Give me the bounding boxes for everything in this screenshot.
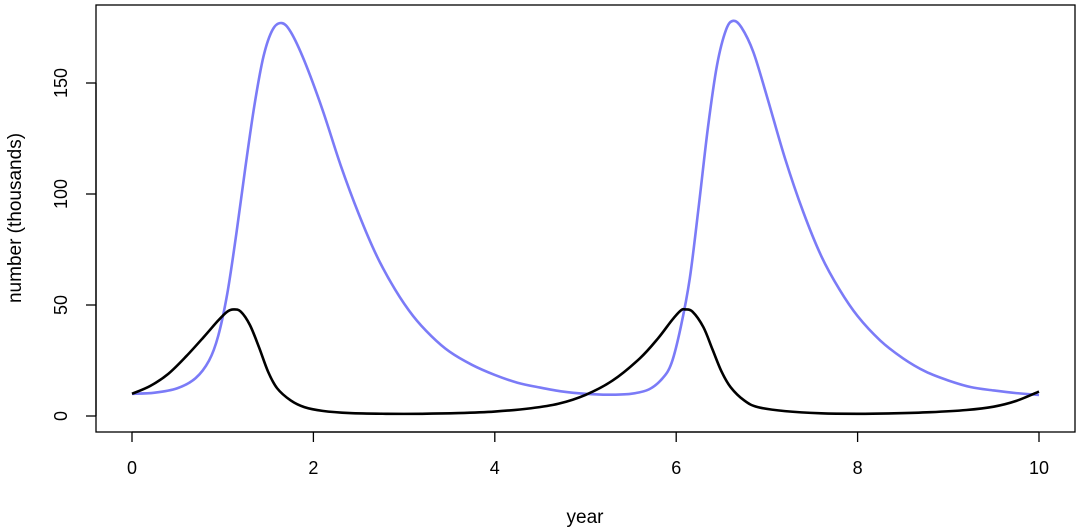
y-tick-label: 50 <box>51 295 71 315</box>
x-tick-label: 0 <box>127 458 137 478</box>
x-axis: 0 2 4 6 8 10 <box>127 431 1049 478</box>
x-tick-label: 10 <box>1029 458 1049 478</box>
y-tick-label: 100 <box>51 179 71 209</box>
series-line-1 <box>131 19 1040 397</box>
y-axis-title: number (thousands) <box>5 133 26 303</box>
series-line-2 <box>131 307 1040 416</box>
x-tick-label: 8 <box>853 458 863 478</box>
y-tick-label: 150 <box>51 68 71 98</box>
x-axis-title: year <box>567 507 605 528</box>
y-tick-label: 0 <box>51 411 71 421</box>
plot-frame <box>95 4 1076 433</box>
x-tick-label: 2 <box>308 458 318 478</box>
x-tick-label: 4 <box>490 458 500 478</box>
y-axis: 0 50 100 150 <box>51 68 97 421</box>
x-tick-label: 6 <box>671 458 681 478</box>
series-layer <box>131 19 1040 416</box>
